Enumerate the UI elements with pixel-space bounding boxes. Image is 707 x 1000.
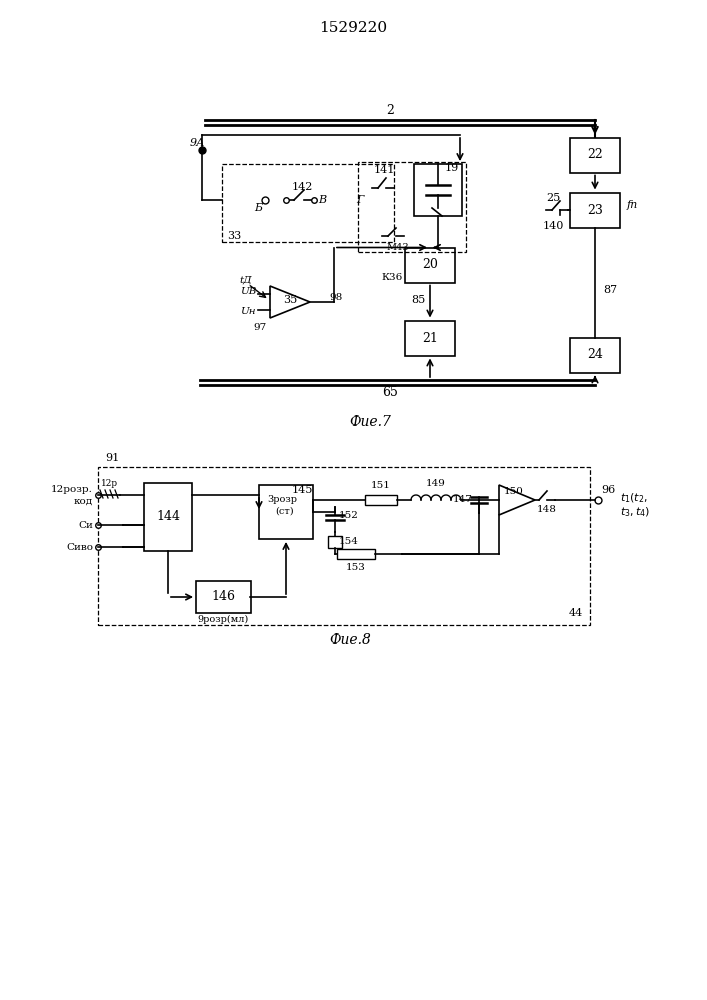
Bar xyxy=(222,164,394,242)
Text: 12р: 12р xyxy=(101,480,119,488)
Text: Фие.8: Фие.8 xyxy=(329,633,371,647)
Text: Uн: Uн xyxy=(240,308,256,316)
Bar xyxy=(328,536,342,548)
Text: Си: Си xyxy=(78,520,93,530)
Text: 152: 152 xyxy=(339,512,359,520)
Text: 151: 151 xyxy=(371,482,391,490)
Text: 141: 141 xyxy=(373,165,395,175)
Text: Б: Б xyxy=(254,203,262,213)
Bar xyxy=(570,192,620,228)
Bar xyxy=(358,162,466,252)
Text: 65: 65 xyxy=(382,386,398,399)
Text: 148: 148 xyxy=(537,506,557,514)
Text: Фие.7: Фие.7 xyxy=(349,415,391,429)
Text: (ст): (ст) xyxy=(276,506,294,516)
Text: 154: 154 xyxy=(339,538,359,546)
Text: tД: tД xyxy=(240,275,252,284)
Bar xyxy=(365,495,397,505)
Bar xyxy=(144,483,192,551)
Text: 20: 20 xyxy=(422,258,438,271)
Bar xyxy=(259,485,313,539)
Text: код: код xyxy=(74,496,93,506)
Text: UB: UB xyxy=(240,288,256,296)
Text: fn: fn xyxy=(626,200,638,210)
Bar xyxy=(337,549,375,559)
Bar xyxy=(405,247,455,282)
Text: 35: 35 xyxy=(283,295,297,305)
Text: 150: 150 xyxy=(504,488,524,496)
Text: 33: 33 xyxy=(227,231,241,241)
Text: 2: 2 xyxy=(386,104,394,116)
Text: 87: 87 xyxy=(603,285,617,295)
Text: М43: М43 xyxy=(387,243,409,252)
Text: 97: 97 xyxy=(253,324,267,332)
Text: Сиво: Сиво xyxy=(66,542,93,552)
Text: 19: 19 xyxy=(445,163,459,173)
Text: 9розр(мл): 9розр(мл) xyxy=(197,614,249,624)
Text: 147: 147 xyxy=(453,494,473,504)
Text: 23: 23 xyxy=(587,204,603,217)
Text: 44: 44 xyxy=(569,608,583,618)
Text: 1529220: 1529220 xyxy=(319,21,387,35)
Text: 146: 146 xyxy=(211,590,235,603)
Text: Г: Г xyxy=(356,195,363,205)
Bar xyxy=(196,581,250,613)
Text: В: В xyxy=(318,195,326,205)
Bar xyxy=(98,467,590,625)
Text: 3розр: 3розр xyxy=(267,495,297,504)
Text: 91: 91 xyxy=(105,453,119,463)
Text: 85: 85 xyxy=(411,295,425,305)
Bar xyxy=(570,338,620,372)
Text: 25: 25 xyxy=(546,193,560,203)
Text: 22: 22 xyxy=(587,148,603,161)
Text: 140: 140 xyxy=(542,221,563,231)
Text: 12розр.: 12розр. xyxy=(51,485,93,493)
Text: $t_3,t_4)$: $t_3,t_4)$ xyxy=(620,505,650,519)
Text: К36: К36 xyxy=(381,273,402,282)
Text: 142: 142 xyxy=(291,182,312,192)
Text: 149: 149 xyxy=(426,480,446,488)
Text: 144: 144 xyxy=(156,510,180,524)
Text: $t_1(t_2,$: $t_1(t_2,$ xyxy=(620,491,648,505)
Text: 21: 21 xyxy=(422,332,438,344)
Text: 98: 98 xyxy=(329,294,343,302)
Text: 9А: 9А xyxy=(189,138,205,148)
Bar xyxy=(414,164,462,216)
Bar xyxy=(405,320,455,356)
Text: 24: 24 xyxy=(587,349,603,361)
Text: 96: 96 xyxy=(601,485,615,495)
Bar xyxy=(570,137,620,172)
Text: 153: 153 xyxy=(346,564,366,572)
Text: 145: 145 xyxy=(291,485,312,495)
